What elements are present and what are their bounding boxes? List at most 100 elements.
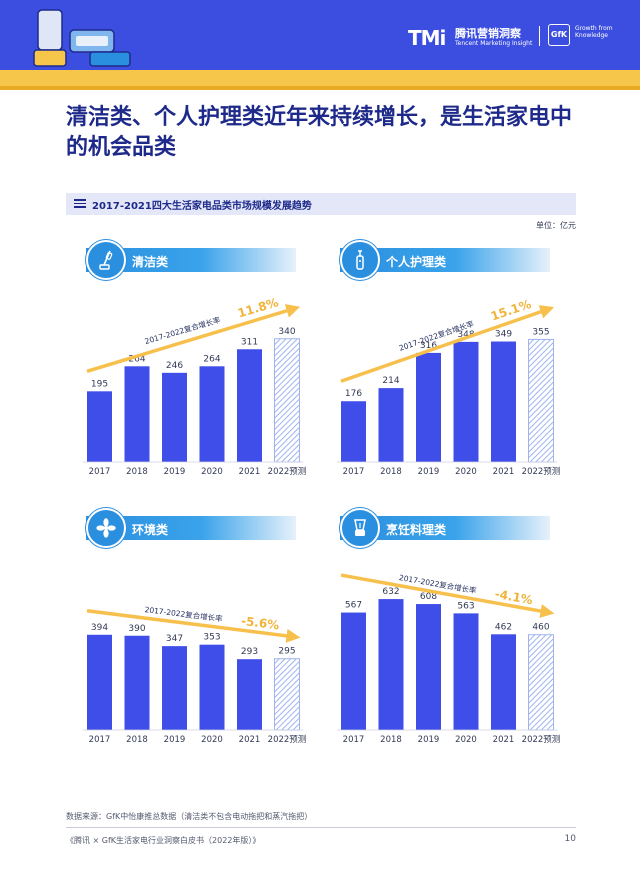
data-bar <box>162 646 187 730</box>
data-label: 462 <box>495 622 512 632</box>
x-tick-label: 2021 <box>239 467 261 476</box>
x-tick-label: 2022预测 <box>268 734 307 744</box>
chart-panel-personal-care: 个人护理类 176 2017 214 2018 316 2019 348 2020 349 202… <box>326 240 576 480</box>
growth-value: 11.8% <box>236 295 280 320</box>
data-label: 348 <box>457 330 474 340</box>
x-tick-label: 2021 <box>493 735 515 744</box>
x-tick-label: 2017 <box>89 735 111 744</box>
data-bar <box>378 599 404 730</box>
chart-panel-environment: 环境类 394 2017 390 2018 347 2019 353 2020 293 2021 2… <box>72 508 322 748</box>
logo-divider <box>539 26 540 46</box>
panel-header: 环境类 <box>86 508 296 548</box>
tmi-logo-cn: 腾讯营销洞察 <box>455 27 521 40</box>
panel-header: 个人护理类 <box>340 240 550 280</box>
forecast-bar <box>274 338 300 463</box>
growth-value: 15.1% <box>489 297 533 324</box>
section-marker-icon <box>74 199 86 208</box>
bar-chart: 1952017264201824620192642020311202134020… <box>83 295 307 476</box>
data-bar <box>199 644 225 730</box>
trend-arrow <box>340 305 555 383</box>
data-label: 264 <box>128 354 145 364</box>
top-banner: TMi 腾讯营销洞察 Tencent Marketing Insight GfK… <box>0 0 640 70</box>
data-bar <box>87 391 112 462</box>
unit-label: 单位：亿元 <box>536 221 576 230</box>
data-bar <box>491 341 516 462</box>
x-tick-label: 2019 <box>164 467 186 476</box>
x-tick-label: 2022预测 <box>268 466 307 476</box>
electric-toothbrush-icon <box>356 250 364 270</box>
x-tick-label: 2018 <box>380 467 402 476</box>
panel-icon-badge <box>340 240 380 280</box>
panel-title: 烹饪料理类 <box>386 523 447 537</box>
footer-divider <box>66 827 576 828</box>
blender-icon <box>354 519 366 536</box>
x-tick-label: 2021 <box>239 735 261 744</box>
growth-value: -5.6% <box>240 614 280 633</box>
gfk-logo: GfK <box>548 24 570 46</box>
data-bar <box>416 352 441 462</box>
data-bar <box>124 635 150 730</box>
data-label: 316 <box>420 341 437 351</box>
data-bar <box>124 366 150 462</box>
panel-icon-badge <box>340 508 380 548</box>
x-tick-label: 2019 <box>418 467 440 476</box>
data-bar <box>162 372 187 462</box>
gfk-tagline: Growth from Knowledge <box>575 25 613 39</box>
x-tick-label: 2021 <box>493 467 515 476</box>
data-label: 246 <box>166 361 183 371</box>
data-label: 355 <box>532 327 549 337</box>
x-tick-label: 2018 <box>380 735 402 744</box>
data-label: 293 <box>241 647 258 657</box>
panel-title: 清洁类 <box>132 255 169 269</box>
data-label: 394 <box>91 623 108 633</box>
data-label: 295 <box>278 647 295 657</box>
x-tick-label: 2019 <box>164 735 186 744</box>
fan-icon <box>96 518 116 538</box>
data-label: 347 <box>166 634 183 644</box>
data-bar <box>453 341 479 462</box>
data-bar <box>341 401 366 462</box>
data-bar <box>199 366 225 462</box>
bar-chart: 567 2017 632 2018 608 2019 563 2020 462 2021 460 20… <box>337 572 561 744</box>
section-title: 2017-2021四大生活家电品类市场规模发展趋势 <box>92 201 312 212</box>
chart-panel-cleaning: 清洁类 195 2017 264 2018 246 2019 264 2020 311 2021 3… <box>72 240 322 480</box>
data-bar <box>491 634 516 730</box>
data-bar <box>87 634 112 730</box>
data-label: 608 <box>420 592 437 602</box>
data-label: 264 <box>203 354 220 364</box>
panel-icon-badge <box>86 508 126 548</box>
x-tick-label: 2018 <box>126 467 148 476</box>
panel-icon-badge <box>86 240 126 280</box>
data-label: 563 <box>457 601 474 611</box>
page-number: 10 <box>564 834 576 844</box>
data-label: 214 <box>382 376 399 386</box>
tmi-logo: TMi <box>408 26 446 50</box>
panel-header: 清洁类 <box>86 240 296 280</box>
data-label: 311 <box>241 337 258 347</box>
trend-arrow <box>86 304 301 373</box>
x-tick-label: 2022预测 <box>522 466 561 476</box>
growth-value: -4.1% <box>494 587 534 607</box>
x-tick-label: 2020 <box>201 467 223 476</box>
chart-panel-cooking: 烹饪料理类 567 2017 632 2018 608 2019 563 2020 462 202… <box>326 508 576 748</box>
data-label: 340 <box>278 327 295 337</box>
forecast-bar <box>528 634 554 731</box>
x-tick-label: 2020 <box>201 735 223 744</box>
x-tick-label: 2022预测 <box>522 734 561 744</box>
bar-chart: 394 2017 390 2018 347 2019 353 2020 293 2021 295 20… <box>83 604 307 744</box>
panel-title: 环境类 <box>132 523 169 537</box>
data-source-note: 数据来源：GfK中怡康推总数据（清洁类不包含电动拖把和蒸汽拖把） <box>66 812 313 821</box>
panel-title: 个人护理类 <box>386 255 447 269</box>
data-label: 567 <box>345 601 362 611</box>
data-label: 632 <box>382 587 399 597</box>
x-tick-label: 2019 <box>418 735 440 744</box>
data-label: 195 <box>91 379 108 389</box>
data-label: 349 <box>495 330 512 340</box>
footer-title: 《腾讯 × GfK生活家电行业洞察白皮书（2022年版）》 <box>66 836 261 845</box>
data-label: 390 <box>128 624 145 634</box>
x-tick-label: 2017 <box>343 735 365 744</box>
data-bar <box>453 613 479 730</box>
x-tick-label: 2017 <box>343 467 365 476</box>
page-title: 清洁类、个人护理类近年来持续增长，是生活家电中的机会品类 <box>66 105 573 160</box>
